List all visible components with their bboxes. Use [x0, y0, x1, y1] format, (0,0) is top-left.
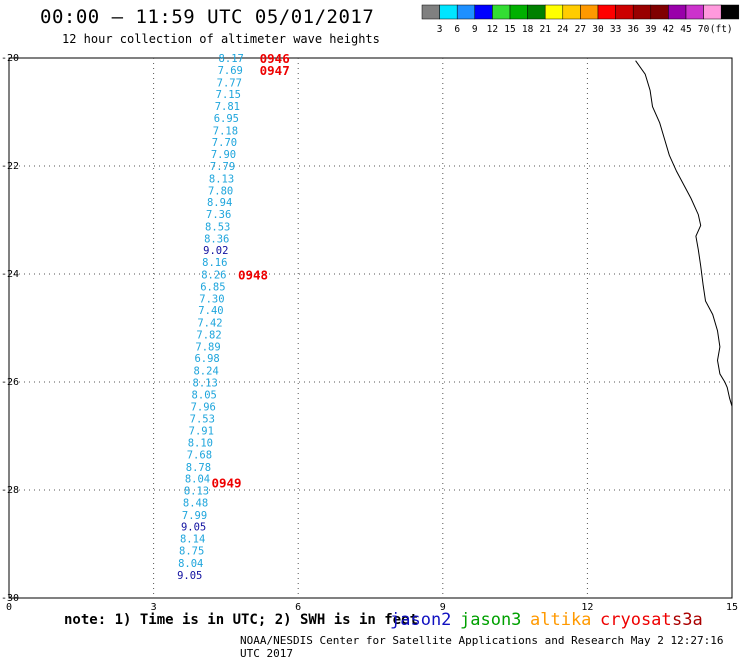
- color-scale-label: 33: [610, 24, 621, 35]
- wave-height-value: 7.70: [212, 137, 237, 149]
- x-tick-label: 15: [726, 602, 738, 610]
- x-tick-label: 0: [6, 602, 12, 610]
- chart-title: 00:00 – 11:59 UTC 05/01/2017: [40, 6, 375, 28]
- y-tick-label: -22: [1, 161, 19, 172]
- wave-height-value: 8.05: [192, 389, 217, 401]
- color-scale-label: 42: [663, 24, 674, 35]
- x-tick-label: 12: [581, 602, 593, 610]
- wave-height-value: 9.05: [181, 522, 206, 534]
- wave-height-value: 8.94: [207, 197, 232, 209]
- color-scale-label: 3: [437, 24, 443, 35]
- wave-height-value: 8.13: [184, 486, 209, 498]
- wave-height-value: 8.75: [179, 545, 204, 557]
- footer-credit: NOAA/NESDIS Center for Satellite Applica…: [240, 634, 724, 660]
- y-tick-label: -30: [1, 593, 19, 604]
- altimeter-plot: 0 3 6 9 12 15-20-22-24-26-28-308.177.697.777.…: [1, 51, 738, 610]
- wave-height-value: 8.26: [201, 270, 226, 282]
- x-tick-label: 9: [440, 602, 446, 610]
- wave-height-value: 7.81: [215, 101, 240, 113]
- wave-height-value: 7.99: [182, 510, 207, 522]
- wave-height-value: 6.98: [194, 353, 219, 365]
- time-label: 0949: [211, 475, 241, 490]
- wave-height-value: 7.82: [196, 329, 221, 341]
- legend-jason2: jason2: [390, 610, 452, 630]
- wave-height-value: 7.80: [208, 185, 233, 197]
- wave-height-value: 7.68: [187, 449, 212, 461]
- x-tick-label: 3: [151, 602, 157, 610]
- wave-height-value: 8.10: [188, 437, 213, 449]
- wave-height-value: 8.17: [219, 53, 244, 65]
- color-scale-label: 21: [539, 24, 551, 35]
- wave-height-value: 8.13: [193, 378, 218, 390]
- wave-height-value: 7.89: [195, 341, 220, 353]
- legend-altika: altika: [530, 610, 592, 630]
- y-tick-label: -20: [1, 53, 19, 64]
- wave-height-value: 8.04: [178, 558, 203, 570]
- y-tick-label: -28: [1, 485, 19, 496]
- color-scale-label: 39: [645, 24, 657, 35]
- wave-height-value: 7.40: [198, 305, 223, 317]
- wave-height-value: 8.78: [186, 462, 211, 474]
- legend-jason3: jason3: [460, 610, 522, 630]
- x-tick-label: 6: [295, 602, 301, 610]
- wave-height-value: 8.16: [202, 257, 227, 269]
- wave-height-value: 7.90: [211, 149, 236, 161]
- color-scale-label: 36: [627, 24, 639, 35]
- color-scale-label: 24: [557, 24, 569, 35]
- wave-height-value: 7.77: [217, 77, 242, 89]
- color-scale-label: 6: [454, 24, 460, 35]
- wave-height-value: 8.24: [193, 366, 218, 378]
- wave-height-value: 8.53: [205, 221, 230, 233]
- y-tick-label: -24: [1, 269, 19, 280]
- wave-height-value: 7.53: [190, 414, 215, 426]
- wave-height-value: 7.69: [218, 65, 243, 77]
- color-scale-label: 70: [698, 24, 710, 35]
- color-scale-label: 27: [575, 24, 586, 35]
- wave-height-value: 7.18: [213, 125, 238, 137]
- wave-height-value: 7.42: [197, 318, 222, 330]
- y-tick-label: -26: [1, 377, 19, 388]
- wave-height-value: 8.13: [209, 173, 234, 185]
- wave-height-value: 8.14: [180, 534, 205, 546]
- color-scale-label: 18: [522, 24, 534, 35]
- color-scale-label: 30: [592, 24, 604, 35]
- time-label: 0946: [260, 51, 290, 66]
- color-scale-label: 45: [680, 24, 691, 35]
- color-swatch: [720, 4, 740, 20]
- wave-height-value: 7.79: [210, 161, 235, 173]
- color-scale-label: 12: [487, 24, 498, 35]
- time-label: 0947: [260, 63, 290, 78]
- chart-subtitle: 12 hour collection of altimeter wave hei…: [62, 32, 380, 46]
- legend-s3a: s3a: [672, 610, 703, 630]
- wave-height-value: 7.91: [189, 426, 214, 438]
- wave-height-value: 7.36: [206, 209, 231, 221]
- wave-height-value: 7.15: [216, 89, 241, 101]
- wave-height-value: 7.30: [199, 293, 224, 305]
- wave-height-value: 7.96: [191, 401, 216, 413]
- coastline: [635, 60, 733, 407]
- wave-height-value: 8.04: [185, 474, 210, 486]
- color-scale-label: (ft): [710, 24, 733, 35]
- note-text: note: 1) Time is in UTC; 2) SWH is in fe…: [64, 612, 419, 628]
- wave-height-value: 8.36: [204, 233, 229, 245]
- color-scale-legend: 3 6 9 12 15 18 21 24 27 30 33 36 39 42 45 70 (ft): [421, 4, 740, 35]
- wave-height-value: 6.85: [200, 281, 225, 293]
- wave-height-value: 9.05: [177, 570, 202, 582]
- wave-height-value: 8.48: [183, 497, 208, 509]
- legend-cryosat: cryosat: [600, 610, 672, 630]
- color-scale-label: 9: [472, 24, 478, 35]
- plot-frame: [8, 57, 733, 599]
- time-label: 0948: [238, 268, 268, 283]
- wave-height-value: 9.02: [203, 245, 228, 257]
- wave-height-value: 6.95: [214, 113, 239, 125]
- color-scale-label: 15: [504, 24, 515, 35]
